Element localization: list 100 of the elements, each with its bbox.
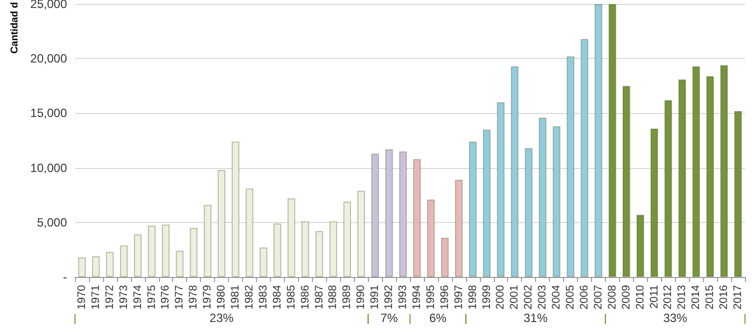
x-tick-label: 2005 bbox=[564, 285, 577, 310]
bar bbox=[343, 202, 352, 277]
bar bbox=[678, 79, 686, 277]
x-tick-label: 2010 bbox=[634, 285, 646, 310]
bar bbox=[148, 226, 156, 277]
bar bbox=[92, 256, 100, 277]
bar bbox=[162, 224, 170, 277]
bar bbox=[176, 250, 184, 277]
x-tick-label: 2012 bbox=[662, 285, 674, 310]
bar bbox=[190, 228, 198, 277]
bar bbox=[636, 214, 644, 277]
bar bbox=[204, 204, 212, 277]
bar bbox=[455, 180, 463, 277]
x-tick-label: 1998 bbox=[466, 285, 479, 310]
x-tick-label: 1992 bbox=[383, 285, 396, 310]
x-tick-label: 1994 bbox=[410, 285, 423, 310]
text: 7% bbox=[380, 311, 398, 325]
text: 23% bbox=[210, 311, 234, 325]
bar bbox=[329, 221, 338, 277]
x-tick-label: 1986 bbox=[299, 285, 312, 310]
bar bbox=[594, 4, 602, 277]
x-tick-label: 2000 bbox=[494, 285, 507, 310]
x-tick-label: 1988 bbox=[327, 285, 340, 310]
y-tick-label: 15,000 bbox=[30, 106, 68, 120]
bar bbox=[510, 66, 519, 277]
x-tick-label: 2002 bbox=[522, 285, 535, 310]
bar bbox=[120, 245, 128, 277]
bar bbox=[315, 231, 324, 277]
bar bbox=[692, 66, 700, 277]
x-tick-label: 2004 bbox=[550, 285, 563, 310]
bar bbox=[496, 102, 505, 277]
bar bbox=[482, 130, 491, 277]
bar bbox=[427, 199, 435, 277]
bar bbox=[371, 154, 379, 277]
text: 33% bbox=[663, 311, 688, 325]
x-tick-label: 2017 bbox=[732, 285, 744, 310]
x-tick-label: 1975 bbox=[146, 285, 158, 310]
x-tick-label: 1970 bbox=[76, 285, 88, 310]
bar bbox=[566, 56, 574, 277]
x-tick-label: 2015 bbox=[704, 285, 716, 310]
y-tick-label: 5,000 bbox=[36, 215, 68, 230]
x-tick-label: 2014 bbox=[690, 285, 702, 310]
y-tick-label: - bbox=[63, 270, 67, 284]
bar bbox=[106, 252, 114, 277]
x-tick-label: 1981 bbox=[230, 285, 242, 310]
bar bbox=[385, 149, 393, 277]
x-tick-label: 1989 bbox=[341, 285, 354, 310]
bar bbox=[232, 142, 240, 277]
x-tick-label: 1972 bbox=[104, 285, 116, 310]
x-tick-label: 1984 bbox=[271, 285, 284, 310]
x-tick-label: 2001 bbox=[508, 285, 521, 310]
x-tick-label: 1995 bbox=[424, 285, 437, 310]
bar bbox=[608, 4, 616, 277]
y-tick-label: 10,000 bbox=[30, 160, 68, 175]
bar bbox=[524, 148, 532, 277]
x-tick-label: 2016 bbox=[718, 285, 730, 310]
x-tick-label: 1983 bbox=[257, 285, 270, 310]
x-tick-label: 1971 bbox=[90, 285, 102, 310]
x-tick-label: 2013 bbox=[676, 285, 688, 310]
bar bbox=[246, 188, 254, 277]
text: 6% bbox=[429, 311, 447, 325]
x-tick-label: 1976 bbox=[160, 285, 172, 310]
bar bbox=[441, 238, 449, 277]
x-tick-label: 2011 bbox=[648, 285, 660, 309]
bar bbox=[650, 128, 658, 277]
bar bbox=[274, 223, 282, 277]
x-tick-label: 1974 bbox=[132, 285, 144, 310]
bar bbox=[301, 221, 310, 277]
x-tick-label: 1979 bbox=[202, 285, 214, 310]
x-tick-label: 2009 bbox=[620, 285, 632, 310]
x-tick-label: 2006 bbox=[578, 285, 590, 310]
bar bbox=[468, 142, 477, 277]
text: 31% bbox=[524, 311, 548, 325]
bar bbox=[622, 86, 630, 277]
bar bbox=[357, 190, 365, 277]
y-axis-title: Cantidad d bbox=[10, 2, 20, 54]
x-tick-label: 1991 bbox=[369, 285, 382, 310]
bar bbox=[538, 118, 546, 277]
x-tick-label: 2008 bbox=[606, 285, 618, 310]
bar bbox=[399, 151, 407, 277]
bar bbox=[78, 257, 86, 277]
x-tick-label: 2007 bbox=[592, 285, 604, 310]
x-tick-label: 1985 bbox=[285, 285, 298, 310]
y-tick-label: 20,000 bbox=[30, 52, 68, 66]
bar bbox=[552, 126, 560, 277]
bar bbox=[288, 198, 296, 277]
bar bbox=[413, 159, 421, 277]
x-tick-label: 1996 bbox=[438, 285, 451, 310]
bar bbox=[134, 234, 142, 277]
x-tick-label: 1982 bbox=[243, 285, 256, 310]
bar bbox=[218, 170, 226, 277]
bar bbox=[706, 76, 714, 277]
bar bbox=[664, 100, 672, 277]
x-tick-label: 2003 bbox=[536, 285, 549, 310]
x-tick-label: 1978 bbox=[188, 285, 200, 310]
x-tick-label: 1980 bbox=[216, 285, 228, 310]
bar bbox=[580, 38, 588, 277]
x-tick-label: 1997 bbox=[452, 285, 465, 310]
x-tick-label: 1993 bbox=[397, 285, 410, 310]
x-tick-label: 1990 bbox=[355, 285, 368, 310]
